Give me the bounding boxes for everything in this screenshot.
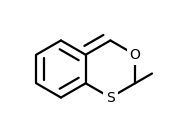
Text: O: O [130,48,141,62]
Text: S: S [106,91,115,105]
